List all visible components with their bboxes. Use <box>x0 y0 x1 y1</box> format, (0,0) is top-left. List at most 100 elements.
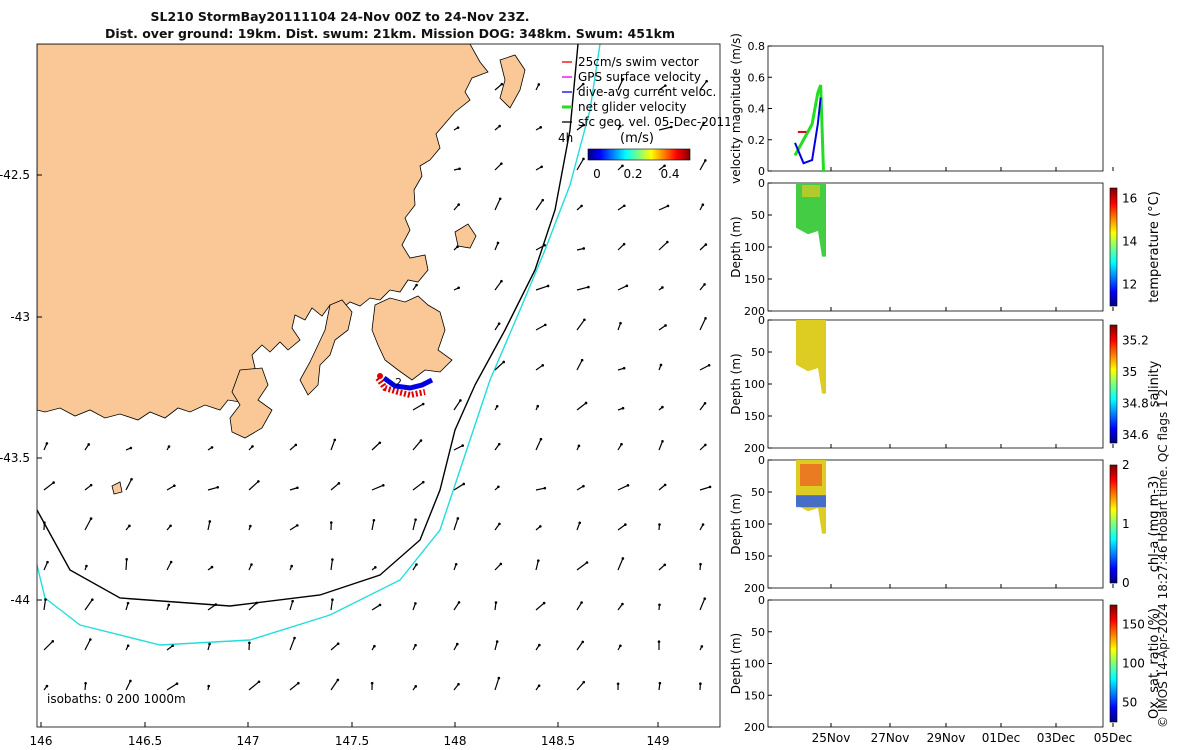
colorbar-tick-label: 0.2 <box>623 167 642 181</box>
marker-4h: 4h <box>558 131 573 145</box>
legend-label: GPS surface velocity <box>578 70 701 84</box>
y-axis-label: Depth (m) <box>730 353 743 414</box>
y-tick-label: 0 <box>758 165 765 178</box>
panel-1: 0 0.2 0.4 0.6 0.8 velocity magnitude (m/s) <box>730 33 1114 184</box>
colorbar-tick-label: 0 <box>1122 576 1130 590</box>
x-tick-label: 147.5 <box>335 734 369 748</box>
y-tick-label: 0 <box>758 177 765 190</box>
colorbar-tick-label: 100 <box>1122 657 1145 671</box>
y-tick-label: 0.2 <box>748 134 766 147</box>
panel-colorbar <box>1109 187 1118 307</box>
y-tick-label: 150 <box>744 273 765 286</box>
y-tick-label: 50 <box>751 346 765 359</box>
x-tick-label: 29Nov <box>927 731 966 745</box>
speed-colorbar <box>587 148 691 161</box>
x-tick-label: 146 <box>30 734 53 748</box>
y-tick-label: -43.5 <box>0 451 30 465</box>
colorbar-tick-label: 0 <box>593 167 601 181</box>
y-tick-label: 50 <box>751 626 765 639</box>
legend-label: net glider velocity <box>578 100 686 114</box>
y-tick-label: 200 <box>744 305 765 318</box>
panel-4: 0 50 100 150 200 Depth (m) 0 1 2 chl-a (mg m-3) <box>730 454 1162 595</box>
y-tick-label: 150 <box>744 689 765 702</box>
x-tick-label: 147 <box>237 734 260 748</box>
x-tick-label: 05Dec <box>1094 731 1133 745</box>
panel-colorbar <box>1109 604 1118 723</box>
panel-colorbar <box>1109 464 1118 584</box>
profile-section <box>796 320 826 394</box>
y-tick-label: 200 <box>744 582 765 595</box>
series-line <box>794 97 822 165</box>
legend-label: dive-avg current veloc. <box>578 85 716 99</box>
colorbar-tick-label: 35 <box>1122 365 1137 379</box>
x-tick-label: 01Dec <box>982 731 1021 745</box>
land-forestier <box>371 295 453 381</box>
colorbar-label: (m/s) <box>620 131 654 146</box>
y-tick-label: 200 <box>744 442 765 455</box>
y-tick-label: 0 <box>758 454 765 467</box>
y-tick-label: 200 <box>744 721 765 734</box>
y-tick-label: 0.8 <box>748 40 766 53</box>
map-axes: 146 146.5 147 147.5 148 148.5 149 -42.5 -43 -43.5… <box>0 168 669 748</box>
colorbar-tick-label: 14 <box>1122 235 1137 249</box>
panel-3: 0 50 100 150 200 Depth (m) 34.6 34.8 35 35.2 salin… <box>730 314 1162 455</box>
warm-surface-patch <box>802 185 820 197</box>
y-tick-label: 100 <box>744 518 765 531</box>
y-tick-label: 0.4 <box>748 103 766 116</box>
legend-label: sfc geo. vel. 05-Dec-2011 <box>578 115 730 129</box>
colorbar-ticks: 0 0.2 0.4 <box>593 167 679 181</box>
y-axis-label: velocity magnitude (m/s) <box>730 33 743 184</box>
glider-track <box>375 373 434 399</box>
marker-2: 2 <box>395 376 402 389</box>
map-panel: 2 146 146.5 147 147.5 148 148.5 149 -42.5 -43 -43… <box>0 43 730 748</box>
y-tick-label: -44 <box>10 593 30 607</box>
x-tick-label: 25Nov <box>812 731 851 745</box>
panel-frame <box>767 599 1104 728</box>
colorbar-tick-label: 2 <box>1122 458 1130 472</box>
y-tick-label: -43 <box>10 310 30 324</box>
chl-max-patch <box>800 464 822 486</box>
isobath-200m <box>37 44 579 607</box>
chl-low-patch <box>796 495 826 508</box>
colorbar-tick-label: 0.4 <box>660 167 679 181</box>
y-tick-label: 0 <box>758 314 765 327</box>
y-tick-label: 100 <box>744 378 765 391</box>
chart-title-line1: SL210 StormBay20111104 24-Nov 00Z to 24-… <box>150 9 530 24</box>
panel-2: 0 50 100 150 200 Depth (m) 12 14 16 temperature (… <box>730 177 1162 318</box>
x-tick-label: 148.5 <box>541 734 575 748</box>
y-tick-label: -42.5 <box>0 168 30 182</box>
isobath-1000m <box>37 44 601 646</box>
land-bruny <box>299 299 353 396</box>
legend-label: 25cm/s swim vector <box>578 55 699 69</box>
y-axis-label: Depth (m) <box>730 216 743 277</box>
x-tick-label: 149 <box>647 734 670 748</box>
current-vector-field <box>43 77 712 691</box>
colorbar-label: chl-a (mg m-3) <box>1147 476 1162 573</box>
footer-credit: © IMOS 14-Apr-2024 18:27:46 Hobart time.… <box>1156 388 1170 728</box>
y-tick-label: 150 <box>744 550 765 563</box>
y-tick-label: 0.6 <box>748 71 766 84</box>
x-tick-label: 03Dec <box>1037 731 1076 745</box>
y-tick-label: 100 <box>744 658 765 671</box>
land-islet <box>111 481 123 495</box>
profile-section <box>796 183 826 257</box>
y-tick-label: 0 <box>758 594 765 607</box>
x-tick-label: 27Nov <box>871 731 910 745</box>
colorbar-label: salinity <box>1147 360 1162 407</box>
colorbar-tick-label: 50 <box>1122 696 1137 710</box>
land-south <box>229 367 273 439</box>
colorbar-tick-label: 34.8 <box>1122 397 1149 411</box>
colorbar-tick-label: 12 <box>1122 278 1137 292</box>
right-panels: 0 0.2 0.4 0.6 0.8 velocity magnitude (m/s) 0 50… <box>730 33 1162 745</box>
y-axis-label: Depth (m) <box>730 493 743 554</box>
panel-frame <box>767 45 1104 172</box>
colorbar-label: Ox. sat. ratio (%) <box>1147 608 1162 719</box>
y-tick-label: 150 <box>744 410 765 423</box>
chart-title-line2: Dist. over ground: 19km. Dist. swum: 21k… <box>105 26 675 41</box>
y-tick-label: 100 <box>744 241 765 254</box>
isobaths-label: isobaths: 0 200 1000m <box>47 692 186 706</box>
x-tick-label: 146.5 <box>128 734 162 748</box>
colorbar-tick-label: 1 <box>1122 517 1130 531</box>
